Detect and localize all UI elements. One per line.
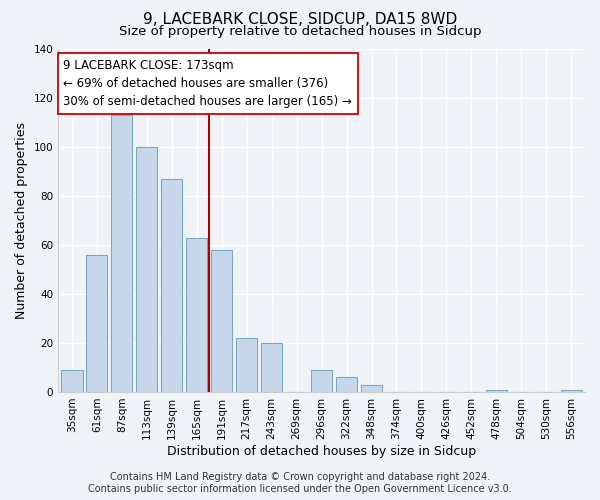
- Bar: [361, 384, 382, 392]
- Bar: [86, 255, 107, 392]
- Bar: [236, 338, 257, 392]
- Bar: [61, 370, 83, 392]
- X-axis label: Distribution of detached houses by size in Sidcup: Distribution of detached houses by size …: [167, 444, 476, 458]
- Bar: [136, 147, 157, 392]
- Text: 9, LACEBARK CLOSE, SIDCUP, DA15 8WD: 9, LACEBARK CLOSE, SIDCUP, DA15 8WD: [143, 12, 457, 28]
- Bar: [211, 250, 232, 392]
- Text: 9 LACEBARK CLOSE: 173sqm
← 69% of detached houses are smaller (376)
30% of semi-: 9 LACEBARK CLOSE: 173sqm ← 69% of detach…: [64, 60, 352, 108]
- Y-axis label: Number of detached properties: Number of detached properties: [15, 122, 28, 319]
- Bar: [186, 238, 208, 392]
- Bar: [336, 378, 357, 392]
- Text: Contains HM Land Registry data © Crown copyright and database right 2024.
Contai: Contains HM Land Registry data © Crown c…: [88, 472, 512, 494]
- Bar: [261, 343, 282, 392]
- Bar: [161, 179, 182, 392]
- Bar: [111, 115, 133, 392]
- Bar: [560, 390, 582, 392]
- Text: Size of property relative to detached houses in Sidcup: Size of property relative to detached ho…: [119, 25, 481, 38]
- Bar: [311, 370, 332, 392]
- Bar: [486, 390, 507, 392]
